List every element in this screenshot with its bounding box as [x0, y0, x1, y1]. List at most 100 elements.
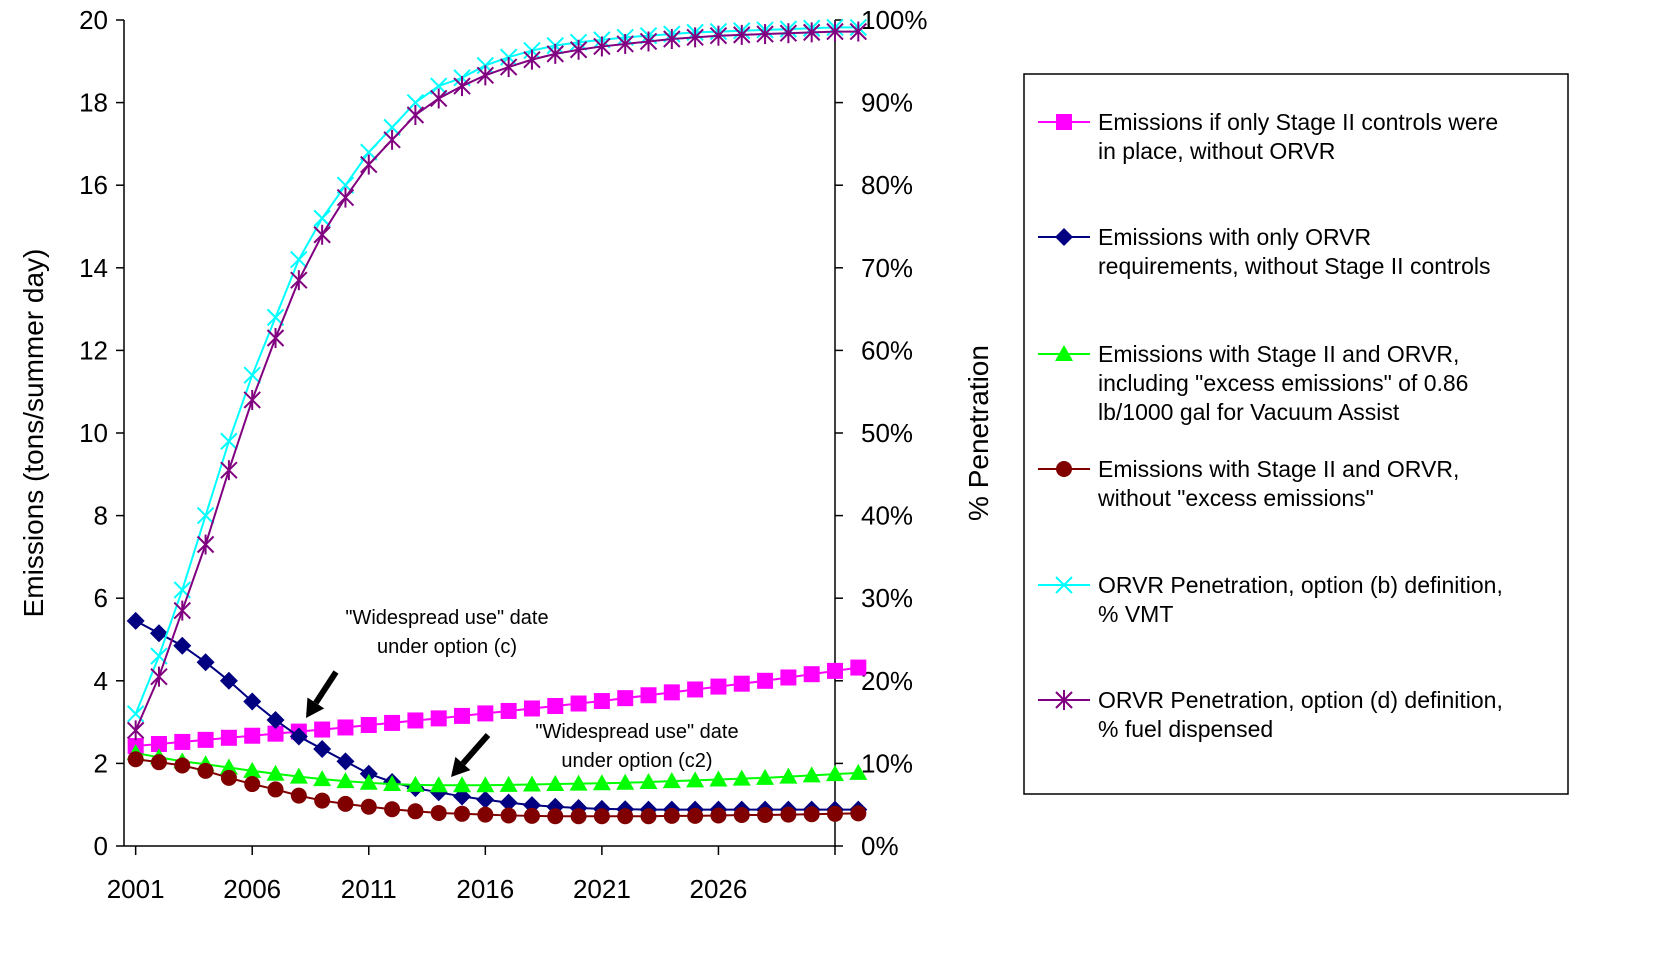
marker-stroke: [220, 432, 238, 450]
data-point: [593, 808, 610, 825]
series-line: [134, 30, 859, 731]
legend-entry-6: ORVR Penetration, option (d) definition,…: [1038, 687, 1503, 742]
legend-label: Emissions with Stage II and ORVR, without…: [1097, 456, 1459, 511]
y2-tick-label: 70%: [861, 253, 913, 283]
data-point: [592, 774, 611, 791]
arrow-shaft: [460, 733, 491, 766]
y-tick-label: 20: [79, 5, 108, 35]
annotation-line: "Widespread use" date: [535, 721, 738, 743]
data-point: [220, 769, 237, 786]
data-point: [359, 773, 378, 790]
legend-label: Emissions with Stage II and ORVR, includi…: [1098, 341, 1468, 425]
y2-tick-label: 100%: [861, 5, 928, 35]
marker-stroke: [126, 705, 145, 723]
data-point: [757, 672, 774, 689]
data-point: [802, 766, 821, 783]
data-point: [663, 28, 681, 49]
data-point: [429, 88, 448, 109]
data-point: [499, 793, 518, 812]
series-6: [126, 21, 868, 741]
data-point: [687, 807, 704, 824]
series-1: [127, 659, 867, 755]
x-tick-label: 2016: [456, 874, 514, 904]
data-point: [289, 767, 308, 784]
data-point: [802, 22, 821, 43]
legend-entry-2: Emissions with only ORVR requirements, wi…: [1038, 224, 1490, 279]
data-point: [407, 803, 424, 820]
y2-tick-label: 80%: [861, 170, 913, 200]
marker-stroke: [173, 581, 191, 599]
x-tick-label: 2001: [107, 874, 165, 904]
legend: Emissions if only Stage II controls were…: [1023, 73, 1569, 795]
x-tick-label: 2011: [341, 874, 397, 904]
legend-label: Emissions if only Stage II controls were…: [1098, 109, 1498, 164]
data-point: [150, 666, 168, 687]
legend-label: ORVR Penetration, option (d) definition,…: [1098, 687, 1503, 742]
data-point: [733, 24, 751, 45]
data-point: [849, 21, 868, 42]
data-point: [640, 687, 657, 704]
legend-label-line: including "excess emissions" of 0.86: [1098, 370, 1468, 396]
data-point: [126, 720, 145, 741]
data-point: [453, 776, 472, 793]
data-point: [407, 712, 424, 729]
data-point: [244, 727, 261, 744]
y2-tick-label: 0%: [861, 831, 899, 861]
data-point: [662, 772, 681, 789]
data-point: [220, 729, 237, 746]
series-4: [127, 751, 867, 825]
data-point: [849, 763, 868, 780]
legend-marker: [1055, 690, 1073, 710]
data-point: [616, 773, 635, 790]
legend-label-line: without "excess emissions": [1097, 485, 1374, 511]
data-point: [406, 104, 425, 125]
legend-label-line: requirements, without Stage II controls: [1098, 253, 1490, 279]
data-point: [150, 754, 167, 771]
data-point: [337, 719, 354, 736]
data-point: [850, 805, 867, 822]
data-point: [779, 23, 798, 44]
legend-label: Emissions with only ORVR requirements, wi…: [1098, 224, 1490, 279]
y-tick-label: 8: [94, 501, 108, 531]
data-point: [569, 39, 588, 60]
data-point: [266, 328, 285, 349]
data-point: [266, 764, 285, 781]
y-tick-label: 10: [79, 418, 108, 448]
arrow-option-c2: [451, 733, 491, 777]
data-point: [406, 775, 425, 792]
y2-tick-label: 30%: [861, 583, 913, 613]
data-point: [197, 731, 214, 748]
data-point: [710, 807, 727, 824]
marker-stroke: [1055, 576, 1073, 594]
series-3: [126, 744, 868, 793]
data-point: [383, 775, 402, 792]
data-point: [336, 772, 355, 789]
y-tick-label: 18: [79, 88, 108, 118]
y2-tick-label: 10%: [861, 748, 913, 778]
data-point: [663, 684, 680, 701]
data-point: [617, 808, 634, 825]
data-point: [429, 77, 448, 95]
data-point: [640, 808, 657, 825]
y-tick-label: 14: [79, 253, 108, 283]
data-point: [779, 767, 798, 784]
data-point: [477, 705, 494, 722]
data-point: [826, 21, 844, 42]
marker-stroke: [336, 176, 355, 194]
data-point: [174, 733, 191, 750]
y-tick-label: 16: [79, 170, 108, 200]
data-point: [709, 25, 728, 46]
data-point: [500, 702, 517, 719]
annotation-line: under option (c): [377, 636, 517, 658]
data-point: [314, 721, 331, 738]
annotation-line: under option (c2): [561, 750, 712, 772]
y2-tick-label: 40%: [861, 501, 913, 531]
data-point: [360, 154, 378, 175]
series-line: [135, 752, 859, 787]
data-point: [709, 770, 728, 787]
annotation-option-c2: "Widespread use" date under option (c2): [535, 721, 738, 772]
data-point: [337, 795, 354, 812]
data-point: [803, 806, 820, 823]
marker-stroke: [360, 143, 378, 161]
data-point: [803, 666, 820, 683]
